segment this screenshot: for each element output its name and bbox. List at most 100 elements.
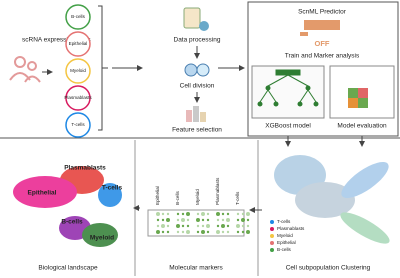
dot [236,218,240,222]
dot [236,212,240,216]
dot [206,224,210,228]
legend-dot [270,234,274,238]
dot [181,218,185,222]
model-label: XGBoost model [265,123,311,130]
dot [196,230,200,234]
cell-label: Plasmablasts [64,95,92,100]
legend-dot [270,241,274,245]
dot [156,218,160,222]
dot [246,224,250,228]
predictor-box [247,1,399,137]
dot [166,212,170,216]
dot [206,218,210,222]
cluster-label: B-cells [61,219,83,226]
dot [216,230,220,234]
dot [226,212,230,216]
xgboost-box [251,65,325,119]
legend-label: B-cells [277,247,291,252]
marker-column: B-cells [175,191,180,205]
dot [241,224,245,228]
dot [196,224,200,228]
data-icon [183,7,209,31]
legend-dot [270,248,274,252]
legend-label: Epithelial [277,240,296,245]
atlas-label: scRNA expression atlas [22,37,91,44]
panel-label: Cell subpopulation Clustering [286,265,371,272]
dot [186,224,190,228]
logo-text: OFF [315,39,330,48]
predictor-title: ScnML Predictor [298,9,347,16]
division-icon [184,63,210,77]
dot [241,218,245,222]
dot [156,224,160,228]
cell-icon [65,4,91,30]
legend-dot [270,220,274,224]
dot [156,230,160,234]
dot [246,212,250,216]
dot [166,230,170,234]
dot [181,230,185,234]
cluster-label: Myeloid [90,235,114,242]
dot [216,224,220,228]
dot [206,230,210,234]
dot [201,230,205,234]
dot [216,218,220,222]
dot [161,230,165,234]
dot [241,212,245,216]
dot [226,224,230,228]
dot [246,218,250,222]
umap-landscape [13,166,122,247]
dot [221,230,225,234]
clustering-plot [274,155,390,244]
step-label: Cell division [180,83,215,90]
dot [221,218,225,222]
dot [186,218,190,222]
legend-label: Myeloid [277,233,293,238]
model-label: Model evaluation [337,123,387,130]
dot [166,224,170,228]
cell-label: T-cells [71,122,85,127]
dot [166,218,170,222]
dot [181,224,185,228]
marker-column: T-cells [235,191,240,205]
dot [186,230,190,234]
dot [161,224,165,228]
cell-icon [65,58,91,84]
dot [196,212,200,216]
panel-label: Biological landscape [38,265,98,272]
dot [226,218,230,222]
dots [156,212,250,234]
step-label: Data processing [174,37,221,44]
confusion-matrix [348,88,368,108]
dot [241,230,245,234]
marker-column: Plasmablasts [215,177,220,205]
dot [176,218,180,222]
step-label: Feature selection [172,127,222,134]
panel-label: Molecular markers [169,265,223,272]
cluster-label: Plasmablasts [64,165,106,172]
cell-label: Myeloid [70,68,86,73]
dot [221,212,225,216]
dot [176,230,180,234]
cell-icon [65,85,91,111]
feature-icon [186,106,206,122]
dot [161,212,165,216]
cell-label: B-cells [71,14,85,19]
dot [156,212,160,216]
logo [300,20,340,36]
dot [201,212,205,216]
dot [181,212,185,216]
cell-label: Epithelial [69,41,88,46]
cluster-label: Epithelial [28,190,57,197]
dot [236,230,240,234]
dot [226,230,230,234]
tree [257,69,319,107]
people-icon [9,56,41,83]
legend-label: Plasmablasts [277,226,305,231]
dot [186,212,190,216]
bracket [98,5,108,131]
cell-icon [65,31,91,57]
predictor-subtitle: Train and Marker analysis [285,53,360,60]
dot [206,212,210,216]
